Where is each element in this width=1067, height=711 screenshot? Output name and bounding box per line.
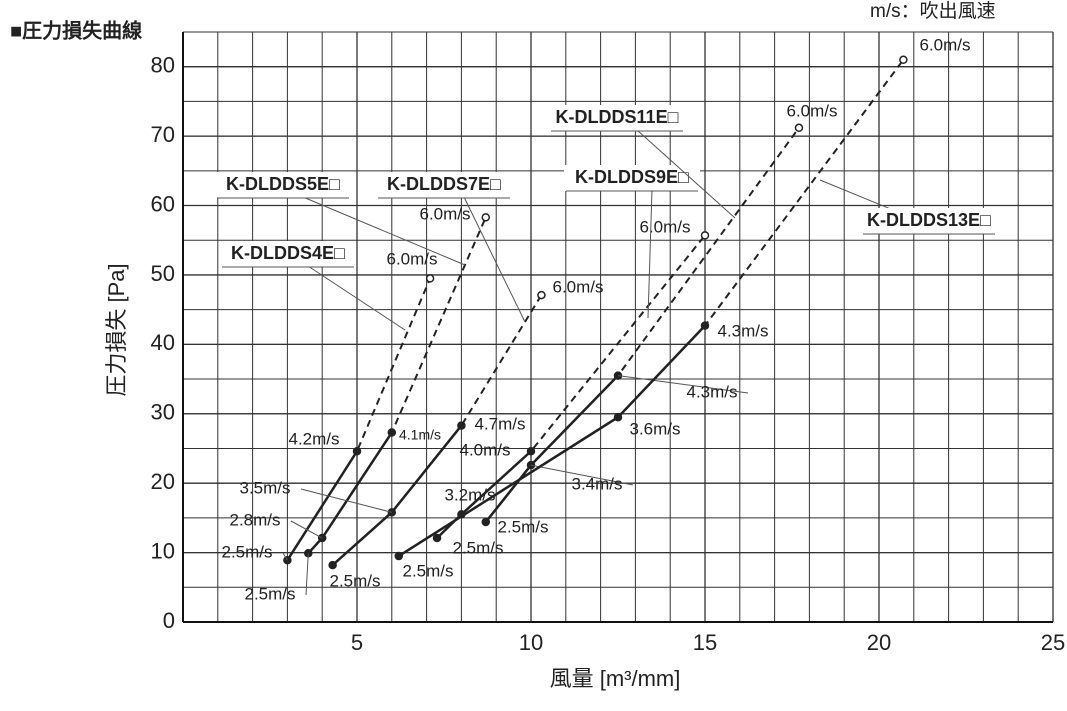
- label-bg: [861, 208, 997, 234]
- point: [899, 55, 908, 65]
- point-label: 2.5m/s: [452, 538, 503, 557]
- point-label: 3.2m/s: [444, 485, 495, 504]
- label-bg: [549, 105, 685, 131]
- series-label: K-DLDDS9E□: [575, 167, 689, 187]
- point: [387, 508, 397, 517]
- point-label: 4.2m/s: [288, 429, 339, 448]
- leader: [463, 196, 526, 323]
- point-label: 2.8m/s: [229, 510, 280, 529]
- y-tick-label: 0: [163, 608, 175, 633]
- x-tick-label: 20: [867, 630, 891, 655]
- y-tick-label: 80: [151, 53, 175, 78]
- series-label: K-DLDDS11E□: [556, 107, 679, 127]
- point-label: 3.5m/s: [239, 478, 290, 497]
- point-label: 3.4m/s: [571, 474, 622, 493]
- leader: [290, 520, 323, 539]
- point: [613, 412, 623, 422]
- point-label: 4.3m/s: [717, 321, 768, 340]
- point-label: 4.7m/s: [474, 414, 525, 433]
- leader: [302, 196, 466, 266]
- chart-subtitle: m/s：吹出風速: [870, 0, 996, 22]
- chart-title: ■圧力損失曲線: [10, 18, 142, 42]
- point: [700, 321, 710, 330]
- leader: [282, 552, 288, 561]
- point: [794, 123, 804, 133]
- curve-solid: [398, 324, 706, 558]
- point-label: 4.1m/s: [399, 427, 441, 443]
- curve-solid: [286, 450, 359, 561]
- point-label: 4.3m/s: [686, 382, 737, 401]
- leader: [617, 375, 749, 394]
- x-tick-label: 15: [693, 630, 717, 655]
- leader: [636, 129, 736, 219]
- point-label: 6.0m/s: [639, 217, 690, 236]
- point: [387, 428, 397, 437]
- point: [526, 460, 536, 470]
- point: [457, 421, 466, 430]
- point: [481, 517, 491, 527]
- leader: [300, 488, 392, 513]
- label-bg: [220, 241, 356, 267]
- point: [394, 551, 404, 561]
- point-label: 6.0m/s: [386, 249, 437, 268]
- point-label: 6.0m/s: [786, 101, 837, 120]
- curve: [398, 59, 905, 557]
- point: [526, 446, 536, 456]
- x-tick-label: 25: [1041, 630, 1065, 655]
- y-tick-label: 60: [151, 191, 175, 216]
- y-tick-label: 20: [151, 469, 175, 494]
- label-bg: [215, 172, 351, 198]
- point: [537, 290, 546, 300]
- point-label: 2.5m/s: [221, 542, 272, 561]
- x-tick-label: 5: [351, 630, 363, 655]
- y-tick-label: 50: [151, 261, 175, 286]
- point: [328, 560, 337, 570]
- point-label: 2.5m/s: [497, 517, 548, 536]
- label-bg: [376, 172, 512, 198]
- point-label: 2.5m/s: [402, 561, 453, 580]
- y-axis-label: 圧力損失 [Pa]: [104, 263, 129, 396]
- series-label: K-DLDDS4E□: [231, 243, 345, 263]
- point: [432, 533, 442, 543]
- point: [700, 231, 710, 240]
- point: [352, 446, 362, 456]
- leader: [307, 265, 406, 331]
- point: [425, 274, 435, 283]
- x-axis-label: 風量 [m³/mm]: [550, 666, 681, 691]
- point-label: 6.0m/s: [919, 35, 970, 54]
- leader: [305, 553, 309, 596]
- curve: [286, 278, 432, 561]
- series-label: K-DLDDS13E□: [867, 210, 991, 230]
- series-label: K-DLDDS5E□: [226, 174, 340, 194]
- y-tick-label: 30: [151, 400, 175, 425]
- point: [481, 213, 491, 222]
- y-tick-label: 40: [151, 330, 175, 355]
- x-tick-label: 10: [519, 630, 543, 655]
- y-tick-label: 10: [151, 538, 175, 563]
- series-label: K-DLDDS7E□: [387, 174, 501, 194]
- curve-solid: [331, 424, 463, 567]
- point-label: 6.0m/s: [552, 277, 603, 296]
- point-label: 2.5m/s: [329, 571, 380, 590]
- point-label: 6.0m/s: [419, 204, 470, 223]
- point-label: 4.0m/s: [459, 440, 510, 459]
- leader: [647, 189, 653, 319]
- leader: [530, 464, 634, 486]
- y-tick-label: 70: [151, 122, 175, 147]
- label-bg: [564, 165, 700, 191]
- point-label: 2.5m/s: [244, 584, 295, 603]
- point-label: 3.6m/s: [629, 419, 680, 438]
- curve: [307, 216, 487, 554]
